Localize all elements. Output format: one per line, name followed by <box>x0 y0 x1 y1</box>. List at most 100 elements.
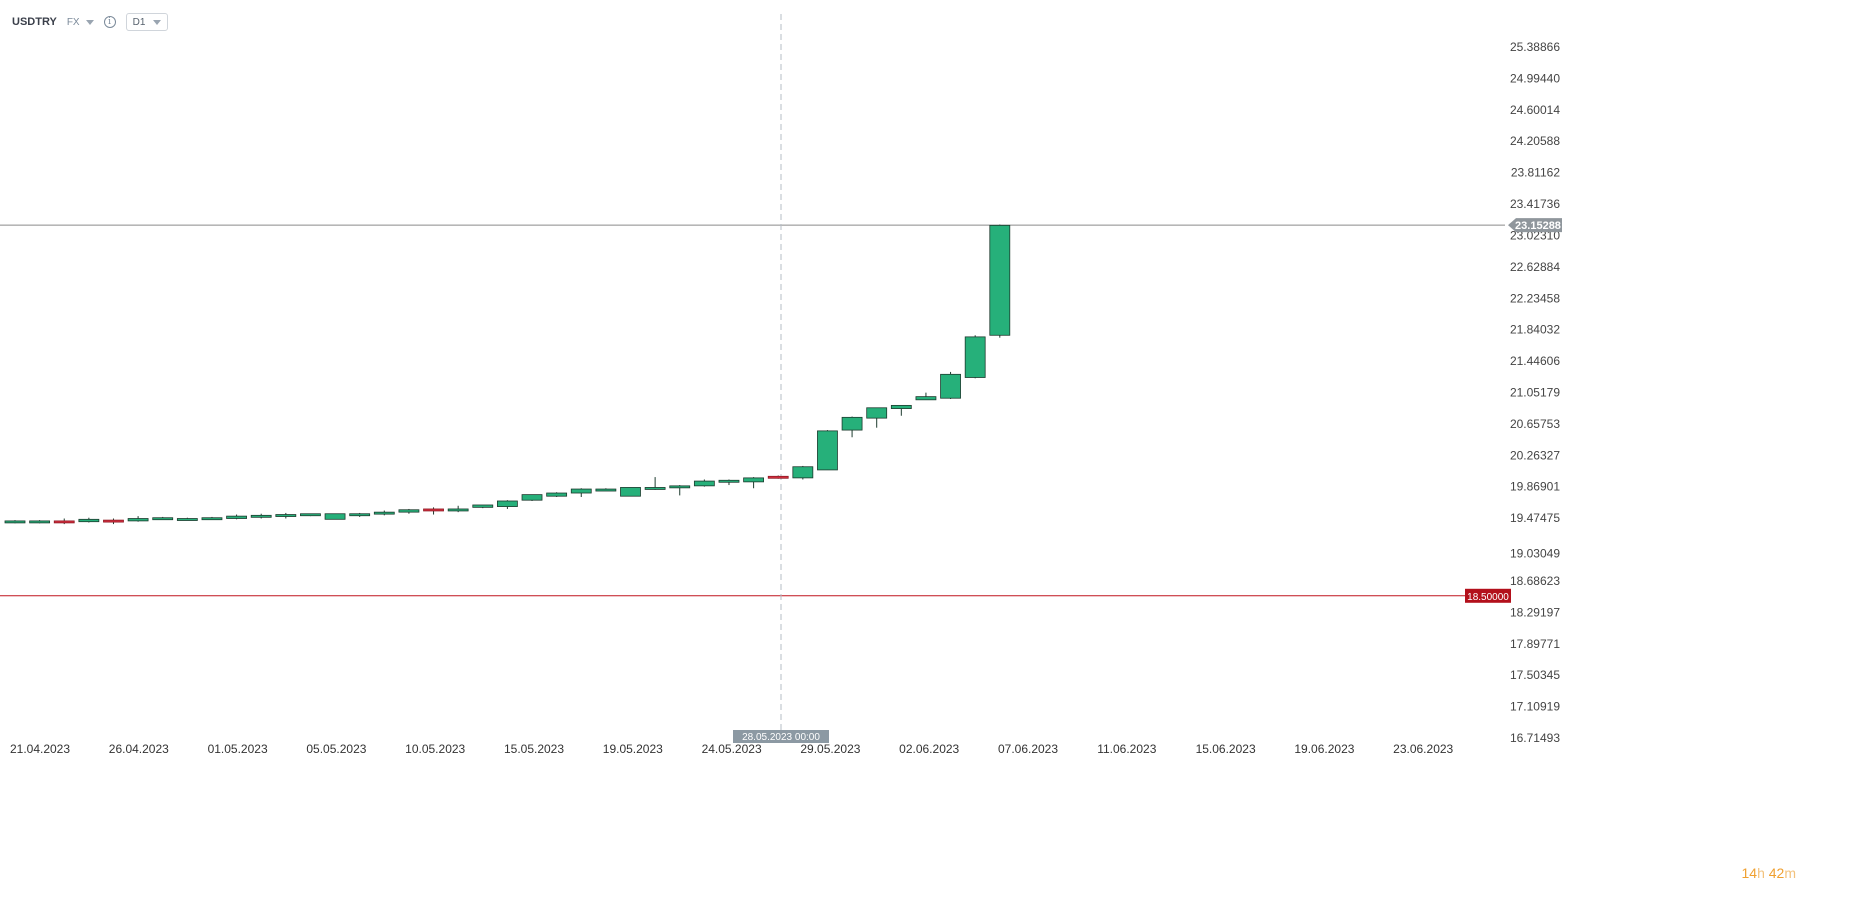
candle-body <box>127 518 149 522</box>
market-label: FX <box>66 16 80 28</box>
y-tick-label: 25.38866 <box>1510 40 1560 54</box>
candle-body <box>866 407 888 419</box>
y-tick-label: 18.68623 <box>1510 574 1560 588</box>
x-tick-label: 26.04.2023 <box>109 742 169 756</box>
candle-body <box>4 520 26 524</box>
candle-body <box>989 224 1011 336</box>
candle-body <box>964 336 986 378</box>
x-tick-label: 23.06.2023 <box>1393 742 1453 756</box>
x-tick-label: 19.06.2023 <box>1294 742 1354 756</box>
candle-body <box>767 475 789 479</box>
current-price-tag-text: 23.15288 <box>1515 220 1561 232</box>
level-tag-bg <box>1465 588 1511 603</box>
candle-body <box>78 518 100 523</box>
candle-body <box>693 480 715 487</box>
candle-body <box>447 508 469 512</box>
x-tick-label: 01.05.2023 <box>208 742 268 756</box>
countdown-minutes: 42 <box>1768 865 1785 881</box>
candle-countdown: 14h 42m <box>1741 865 1796 881</box>
candle-body <box>324 513 346 520</box>
y-tick-label: 21.44606 <box>1510 354 1560 368</box>
timeframe-label: D1 <box>132 16 146 28</box>
candle-body <box>423 508 444 512</box>
x-tick-label: 05.05.2023 <box>306 742 366 756</box>
y-tick-label: 23.41736 <box>1510 197 1560 211</box>
x-tick-label: 15.05.2023 <box>504 742 564 756</box>
candle-body <box>250 514 272 518</box>
y-tick-label: 24.99440 <box>1510 71 1560 85</box>
candle-body <box>152 517 174 521</box>
countdown-minutes-unit: m <box>1784 865 1796 881</box>
candle-body <box>915 396 937 401</box>
candle-body <box>29 520 51 524</box>
candle-body <box>620 487 641 497</box>
crosshair-date-tag-text: 28.05.2023 00:00 <box>742 732 820 743</box>
chart-toolbar: USDTRY FX i D1 <box>12 12 169 32</box>
candle-body <box>398 509 420 513</box>
candle-body <box>349 513 371 517</box>
y-tick-label: 16.71493 <box>1510 731 1560 745</box>
y-tick-label: 17.89771 <box>1510 637 1560 651</box>
candle-body <box>275 514 297 517</box>
candle-body <box>890 404 912 409</box>
y-tick-label: 24.60014 <box>1510 103 1560 117</box>
candle-body <box>176 518 198 521</box>
candle-body <box>373 511 395 515</box>
x-tick-label: 07.06.2023 <box>998 742 1058 756</box>
level-tag: 18.50000 <box>1465 588 1511 603</box>
symbol-label[interactable]: USDTRY <box>12 16 57 28</box>
chevron-down-icon <box>85 19 94 25</box>
level-tag-text: 18.50000 <box>1467 592 1509 603</box>
candle-body <box>201 517 223 521</box>
candle-body <box>718 479 740 483</box>
y-tick-label: 22.23458 <box>1510 291 1560 305</box>
info-icon[interactable]: i <box>103 16 116 28</box>
candle-body <box>743 477 764 483</box>
y-tick-label: 20.65753 <box>1510 417 1560 431</box>
y-tick-label: 18.29197 <box>1510 605 1560 619</box>
candle-body <box>521 494 543 501</box>
y-axis: 25.38866 24.99440 24.60014 24.20588 23.81162… <box>1510 40 1560 745</box>
candle-body <box>817 430 838 471</box>
current-price-tag: 23.15288 <box>1508 218 1562 233</box>
x-tick-label: 24.05.2023 <box>702 742 762 756</box>
candle-body <box>472 504 494 508</box>
candle-body <box>546 492 568 497</box>
candle-body <box>226 515 247 519</box>
x-axis: 21.04.2023 26.04.2023 01.05.2023 05.05.2023… <box>10 742 1454 756</box>
x-tick-label: 21.04.2023 <box>10 742 70 756</box>
y-tick-label: 21.05179 <box>1510 386 1560 400</box>
candle-body <box>669 485 691 489</box>
candle-body <box>595 488 617 492</box>
y-tick-label: 19.03049 <box>1510 547 1560 561</box>
countdown-hours: 14 <box>1741 865 1758 881</box>
candle-body <box>841 416 863 431</box>
y-tick-label: 19.86901 <box>1510 480 1560 494</box>
candle-body <box>570 488 592 494</box>
y-tick-label: 23.81162 <box>1511 166 1560 180</box>
x-tick-label: 19.05.2023 <box>603 742 663 756</box>
y-tick-label: 19.47475 <box>1510 511 1560 525</box>
timeframe-selector[interactable]: D1 <box>125 13 169 31</box>
y-tick-label: 17.50345 <box>1510 668 1560 682</box>
candle-body <box>53 520 75 524</box>
candle-body <box>644 487 666 490</box>
y-tick-label: 24.20588 <box>1510 134 1560 148</box>
candle-body <box>496 500 518 507</box>
y-tick-label: 17.10919 <box>1510 700 1560 714</box>
candle-body <box>103 519 124 523</box>
candle-body <box>792 466 814 479</box>
x-tick-label: 10.05.2023 <box>405 742 465 756</box>
x-tick-label: 29.05.2023 <box>800 742 860 756</box>
countdown-hours-unit: h <box>1757 865 1765 881</box>
candle-body <box>300 513 321 517</box>
y-tick-label: 20.26327 <box>1510 448 1560 462</box>
crosshair-date-tag: 28.05.2023 00:00 <box>733 730 829 743</box>
chevron-down-icon <box>153 19 162 25</box>
x-tick-label: 11.06.2023 <box>1097 742 1156 756</box>
x-tick-label: 02.06.2023 <box>899 742 959 756</box>
x-tick-label: 15.06.2023 <box>1196 742 1256 756</box>
market-selector[interactable]: FX <box>67 17 94 28</box>
candles <box>4 224 1011 525</box>
